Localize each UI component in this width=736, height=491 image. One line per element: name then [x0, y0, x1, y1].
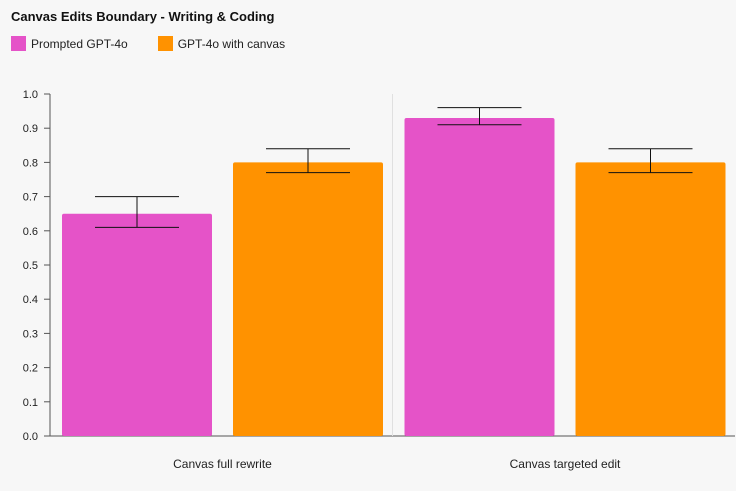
bar	[233, 162, 383, 436]
chart-title: Canvas Edits Boundary - Writing & Coding	[11, 9, 275, 24]
y-tick-label: 0.9	[23, 123, 38, 135]
legend: Prompted GPT-4o GPT-4o with canvas	[11, 36, 315, 51]
y-tick-label: 0.3	[23, 328, 38, 340]
y-tick-label: 0.1	[23, 397, 38, 409]
y-tick-label: 0.6	[23, 226, 38, 238]
y-tick-label: 0.5	[23, 260, 38, 272]
legend-swatch-canvas	[157, 36, 173, 51]
y-tick-label: 1.0	[23, 89, 38, 101]
y-tick-label: 0.4	[23, 294, 38, 306]
y-tick-label: 0.0	[23, 431, 38, 443]
bar	[62, 213, 212, 436]
bar	[404, 117, 555, 436]
category-label: Canvas full rewrite	[173, 457, 272, 471]
legend-swatch-prompted	[11, 36, 26, 51]
bar	[575, 162, 726, 436]
legend-item-prompted: Prompted GPT-4o	[11, 36, 128, 51]
y-tick-label: 0.7	[23, 192, 38, 204]
category-label: Canvas targeted edit	[510, 457, 621, 471]
legend-label-prompted: Prompted GPT-4o	[31, 36, 128, 51]
legend-label-canvas: GPT-4o with canvas	[177, 36, 286, 51]
y-tick-label: 0.2	[23, 363, 38, 375]
legend-item-canvas: GPT-4o with canvas	[157, 36, 286, 51]
y-tick-label: 0.8	[23, 157, 38, 169]
